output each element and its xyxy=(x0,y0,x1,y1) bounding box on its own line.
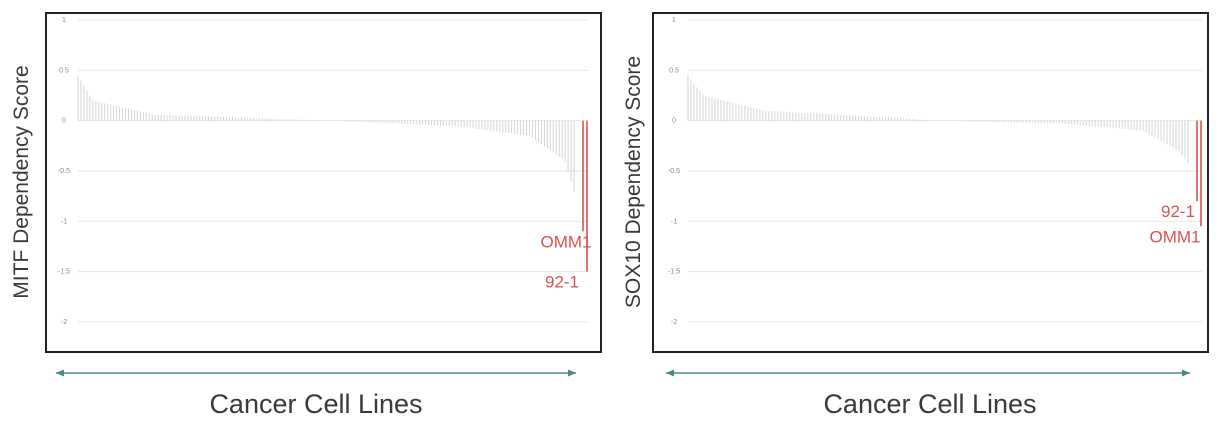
y-tick-label: 0.5 xyxy=(59,67,69,74)
x-axis-double-arrow xyxy=(56,369,576,377)
dependency-bars xyxy=(77,75,575,192)
y-tick-label: 1 xyxy=(62,17,66,24)
plot-frame xyxy=(652,12,1209,353)
x-axis-label: Cancer Cell Lines xyxy=(209,389,422,419)
arrow-head-right xyxy=(568,369,576,377)
highlight-annotations: 92-1 OMM1 xyxy=(1150,202,1201,246)
x-axis-double-arrow xyxy=(666,369,1190,377)
y-tick-label: -1.5 xyxy=(668,269,680,276)
y-tick-label: -1 xyxy=(671,218,677,225)
arrow-head-right xyxy=(1182,369,1190,377)
y-tick-labels: 1 0.5 0 -0.5 -1 -1.5 -2 xyxy=(668,17,680,326)
plot-frame xyxy=(45,12,602,353)
y-tick-label: -0.5 xyxy=(58,168,70,175)
highlight-bars xyxy=(582,120,588,272)
annotation-omm1: OMM1 xyxy=(541,232,592,251)
mitf-dependency-panel: 1 0.5 0 -0.5 -1 -1.5 -2 OMM1 92-1 MITF Dependen… xyxy=(0,0,609,426)
y-tick-label: 0 xyxy=(672,118,676,125)
annotation-omm1: OMM1 xyxy=(1150,227,1201,246)
sox10-dependency-panel: 1 0.5 0 -0.5 -1 -1.5 -2 92-1 OMM1 SOX10 Depende… xyxy=(610,0,1219,426)
x-axis-label: Cancer Cell Lines xyxy=(823,389,1036,419)
grid-lines xyxy=(688,19,1202,323)
y-tick-label: 0.5 xyxy=(669,67,679,74)
y-tick-label: -2 xyxy=(61,319,67,326)
y-tick-label: -0.5 xyxy=(668,168,680,175)
highlight-annotations: OMM1 92-1 xyxy=(541,232,592,291)
arrow-head-left xyxy=(56,369,64,377)
y-tick-label: 1 xyxy=(672,17,676,24)
sox10-dependency-chart: 1 0.5 0 -0.5 -1 -1.5 -2 92-1 OMM1 SOX10 Depende… xyxy=(622,12,1209,419)
y-axis-label: SOX10 Dependency Score xyxy=(622,56,645,308)
grid-lines xyxy=(78,19,588,323)
annotation-92-1: 92-1 xyxy=(1161,202,1195,221)
y-tick-labels: 1 0.5 0 -0.5 -1 -1.5 -2 xyxy=(58,17,70,326)
annotation-92-1: 92-1 xyxy=(545,273,579,292)
highlight-bars xyxy=(1196,120,1202,227)
mitf-dependency-chart: 1 0.5 0 -0.5 -1 -1.5 -2 OMM1 92-1 MITF Dependen… xyxy=(10,12,602,419)
y-tick-label: -2 xyxy=(671,319,677,326)
y-axis-label: MITF Dependency Score xyxy=(10,65,33,298)
y-tick-label: 0 xyxy=(62,118,66,125)
dependency-bars xyxy=(687,75,1189,164)
y-tick-label: -1 xyxy=(61,218,67,225)
arrow-head-left xyxy=(666,369,674,377)
y-tick-label: -1.5 xyxy=(58,269,70,276)
